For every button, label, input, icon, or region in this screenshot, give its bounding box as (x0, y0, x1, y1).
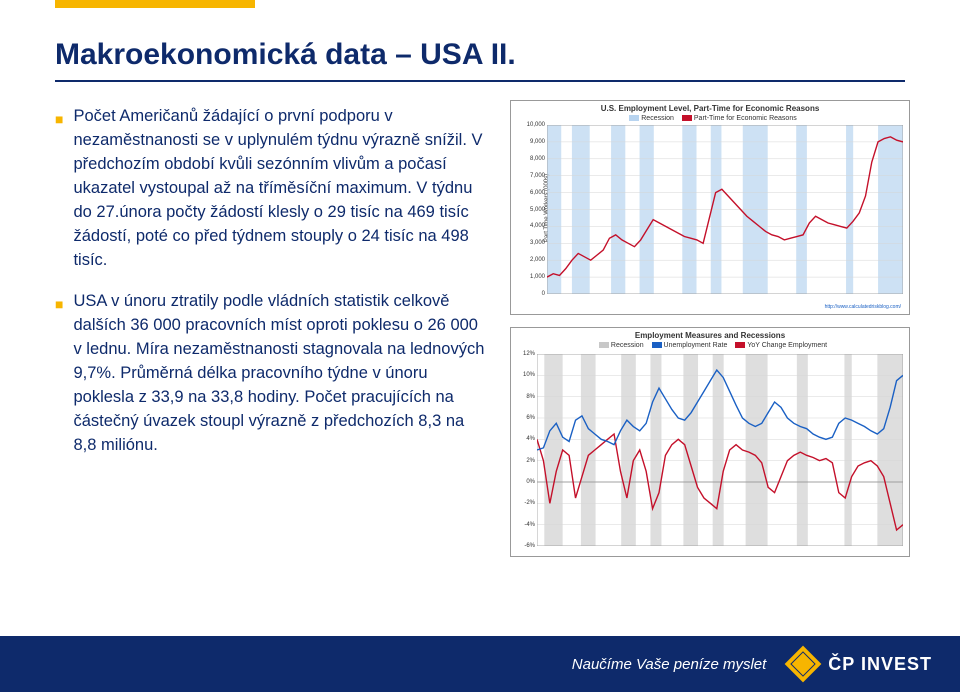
logo: ČP INVEST (790, 651, 932, 677)
footer-tagline: Naučíme Vaše peníze myslet (572, 656, 767, 673)
bullet-list: ■ Počet Američanů žádající o první podpo… (55, 105, 485, 476)
logo-diamond-icon (785, 646, 822, 683)
bullet-text: USA v únoru ztratily podle vládních stat… (73, 290, 485, 457)
chart-employment-measures: Employment Measures and Recessions Reces… (510, 327, 910, 557)
legend-swatch (599, 342, 609, 348)
charts-column: U.S. Employment Level, Part-Time for Eco… (510, 100, 910, 569)
page-title: Makroekonomická data – USA II. (55, 38, 516, 72)
bullet-item: ■ Počet Američanů žádající o první podpo… (55, 105, 485, 272)
accent-bar (55, 0, 255, 8)
chart1-title: U.S. Employment Level, Part-Time for Eco… (511, 101, 909, 113)
legend-swatch (682, 115, 692, 121)
legend-swatch (629, 115, 639, 121)
legend-swatch (652, 342, 662, 348)
chart1-legend: Recession Part-Time for Economic Reasons (511, 115, 909, 122)
chart1-y-ticks: 01,0002,0003,0004,0005,0006,0007,0008,00… (525, 125, 545, 294)
logo-text: ČP INVEST (828, 654, 932, 675)
chart-parttime-employment: U.S. Employment Level, Part-Time for Eco… (510, 100, 910, 315)
legend-swatch (735, 342, 745, 348)
bullet-square-icon: ■ (55, 109, 63, 272)
chart2-plot-area (537, 354, 903, 546)
legend-label: Recession (641, 115, 674, 122)
bullet-text: Počet Američanů žádající o první podporu… (73, 105, 485, 272)
legend-label: Unemployment Rate (664, 342, 728, 349)
bullet-item: ■ USA v únoru ztratily podle vládních st… (55, 290, 485, 457)
legend-label: Part-Time for Economic Reasons (694, 115, 797, 122)
legend-label: YoY Change Employment (747, 342, 827, 349)
chart2-title: Employment Measures and Recessions (511, 328, 909, 340)
legend-label: Recession (611, 342, 644, 349)
chart1-source: http://www.calculatedriskblog.com/ (825, 304, 901, 310)
chart1-plot-area (547, 125, 903, 294)
chart2-y-ticks: -6%-4%-2%0%2%4%6%8%10%12% (517, 354, 535, 546)
bullet-square-icon: ■ (55, 294, 63, 457)
footer: Naučíme Vaše peníze myslet ČP INVEST (0, 636, 960, 692)
title-underline (55, 80, 905, 82)
chart2-legend: Recession Unemployment Rate YoY Change E… (511, 342, 909, 349)
